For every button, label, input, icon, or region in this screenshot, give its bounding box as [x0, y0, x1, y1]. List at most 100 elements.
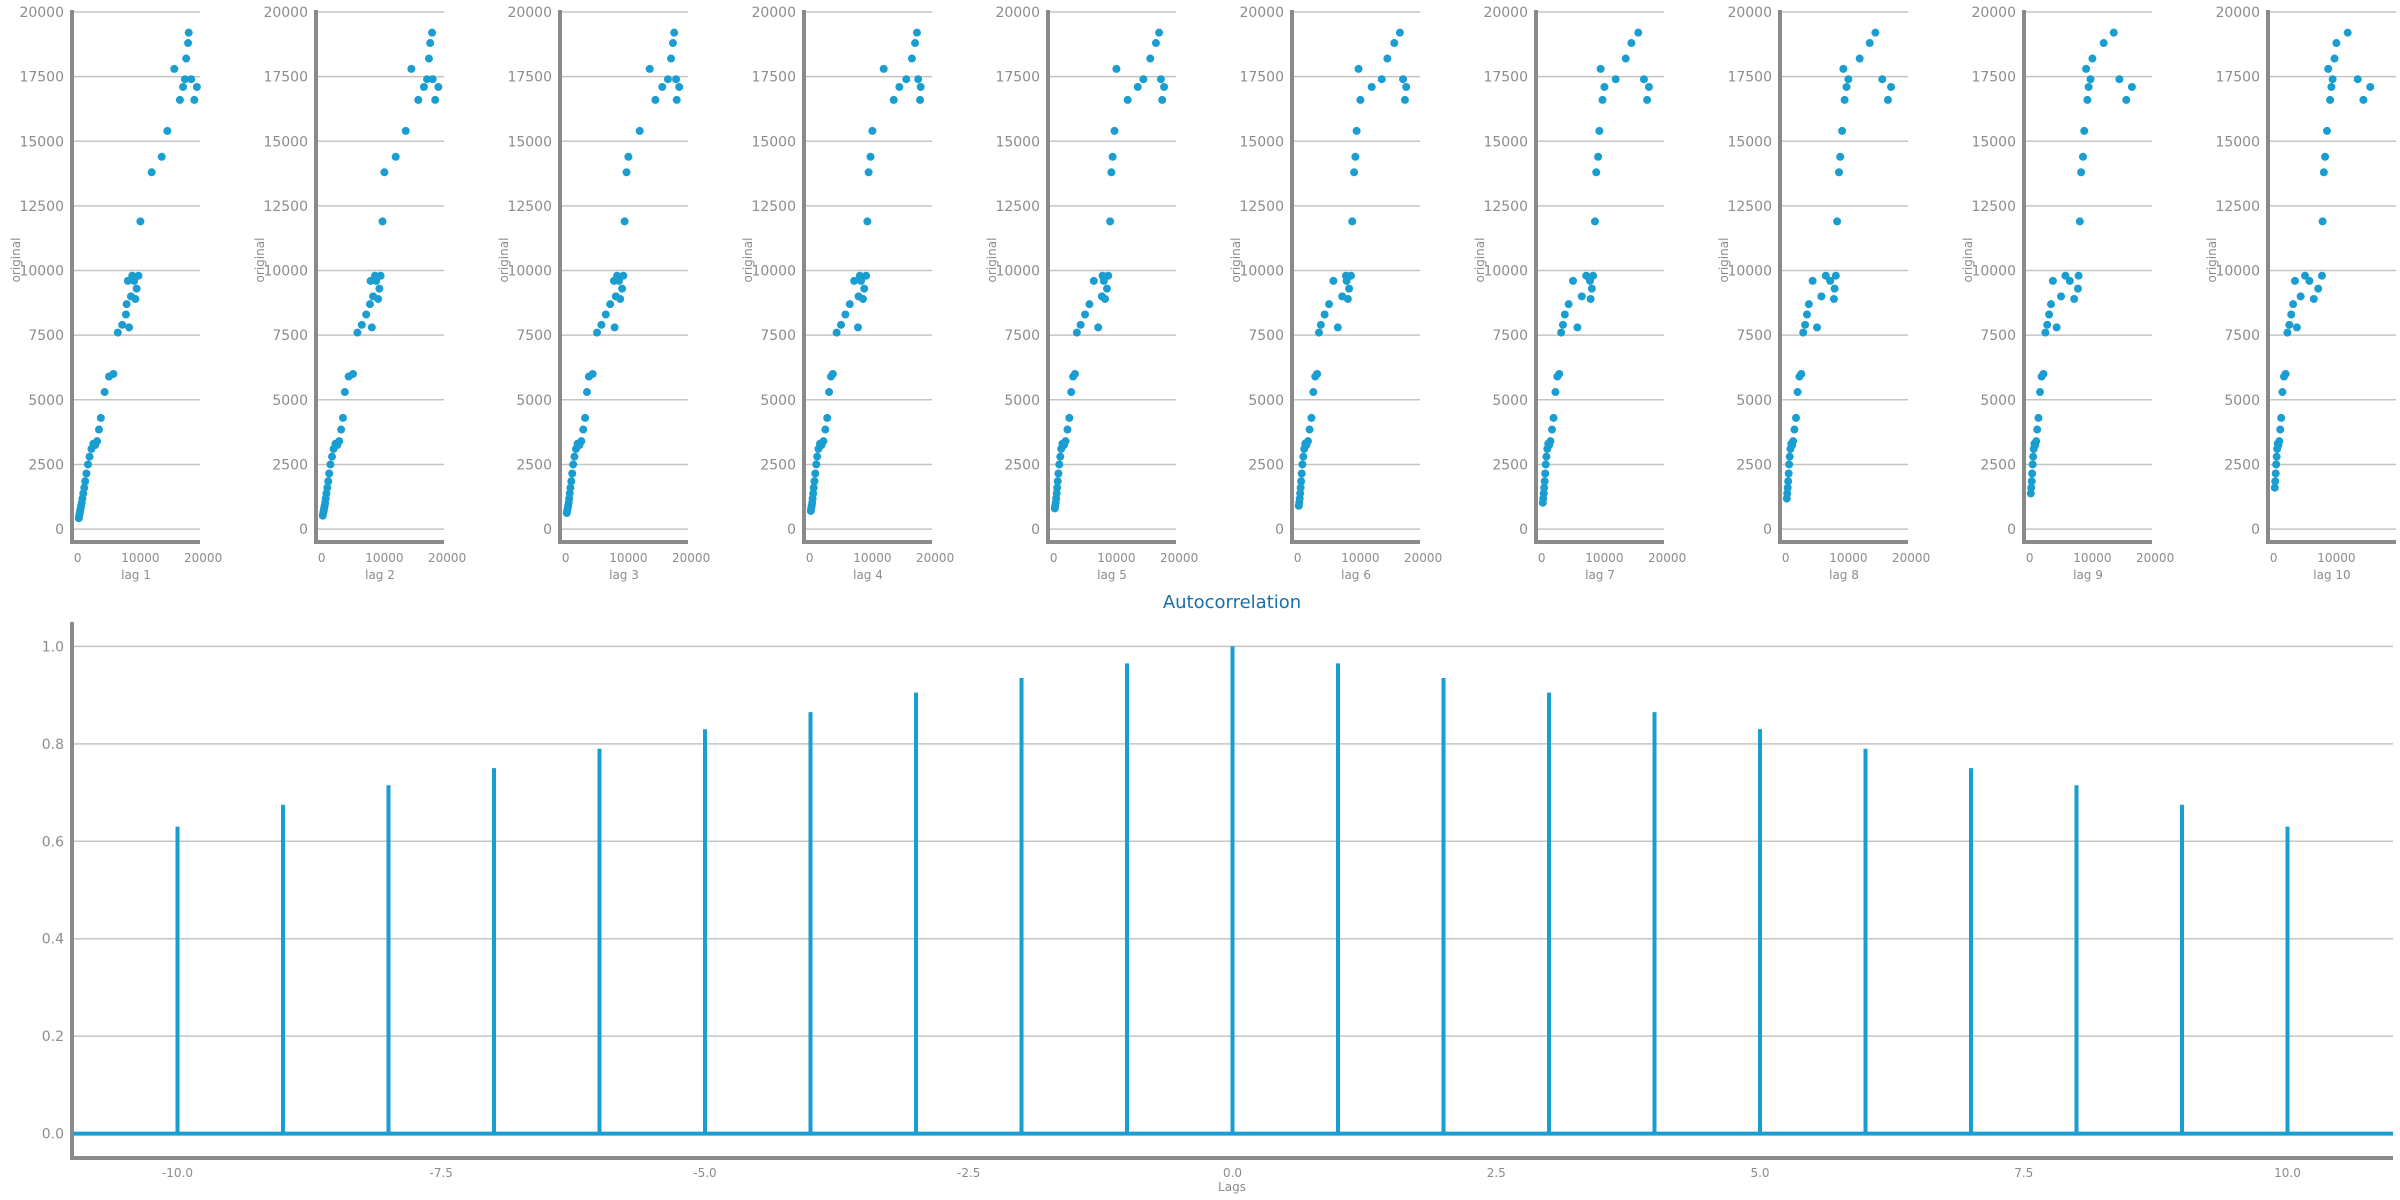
scatter-point	[2332, 39, 2341, 48]
scatter-point	[1350, 168, 1359, 177]
scatter-point	[1156, 75, 1165, 84]
acf-ytick-label: 0.8	[42, 737, 64, 753]
scatter-point	[1546, 437, 1555, 446]
scatter-point	[1070, 369, 1079, 378]
xtick-label: 20000	[2136, 551, 2174, 565]
ytick-label: 2500	[2224, 457, 2260, 473]
scatter-point	[1299, 452, 1308, 461]
scatter-point	[1802, 310, 1811, 319]
scatter-point	[866, 152, 875, 161]
scatter-point	[2099, 39, 2108, 48]
ytick-label: 2500	[1004, 457, 1040, 473]
scatter-point	[566, 483, 575, 492]
xtick-label: 0	[806, 551, 814, 565]
scatter-point	[2026, 489, 2035, 498]
ytick-label: 7500	[1248, 328, 1284, 344]
ytick-label: 20000	[2215, 5, 2260, 21]
scatter-point	[1540, 483, 1549, 492]
scatter-point	[1587, 284, 1596, 293]
scatter-point	[401, 126, 410, 135]
lag-panel-8: 0 2500 5000 7500 10000 12500 15000 17500 20000 0 1…	[1717, 5, 1930, 582]
scatter-point	[2278, 388, 2287, 397]
scatter-point	[1557, 328, 1566, 337]
scatter-point	[2271, 469, 2280, 478]
scatter-point	[1352, 126, 1361, 135]
scatter-point	[663, 75, 672, 84]
scatter-point	[658, 82, 667, 91]
y-axis-label: original	[1473, 238, 1487, 283]
y-axis-label: original	[9, 238, 23, 283]
scatter-point	[434, 82, 443, 91]
scatter-point	[1107, 168, 1116, 177]
scatter-point	[825, 388, 834, 397]
ytick-label: 15000	[1483, 134, 1528, 150]
xtick-label: 20000	[1160, 551, 1198, 565]
scatter-point	[1577, 292, 1586, 301]
scatter-point	[1354, 64, 1363, 73]
scatter-point	[2036, 388, 2044, 397]
scatter-point	[2115, 75, 2124, 84]
scatter-point	[1054, 469, 1063, 478]
xtick-label: 20000	[672, 551, 710, 565]
scatter-point	[1792, 413, 1800, 422]
ytick-label: 12500	[1239, 199, 1284, 215]
scatter-point	[2327, 82, 2336, 91]
scatter-point	[2272, 452, 2281, 461]
ytick-label: 5000	[28, 393, 64, 409]
scatter-point	[419, 82, 428, 91]
scatter-point	[668, 39, 677, 48]
scatter-point	[619, 271, 628, 280]
scatter-point	[902, 75, 911, 84]
scatter-point	[2317, 271, 2326, 280]
ytick-label: 7500	[760, 328, 796, 344]
ytick-label: 7500	[2224, 328, 2260, 344]
scatter-point	[622, 168, 631, 177]
ytick-label: 15000	[1727, 134, 1772, 150]
scatter-point	[1634, 28, 1643, 37]
scatter-point	[858, 294, 867, 303]
scatter-point	[821, 425, 830, 434]
y-axis-label: original	[741, 238, 755, 283]
ytick-label: 0	[1763, 522, 1772, 538]
acf-bars	[72, 646, 2393, 1136]
lag-panel-2: 0 2500 5000 7500 10000 12500 15000 17500 20000 0 1…	[253, 5, 466, 582]
ytick-label: 7500	[1492, 328, 1528, 344]
scatter-point	[2029, 452, 2038, 461]
scatter-point	[862, 271, 871, 280]
scatter-point	[1297, 477, 1306, 486]
scatter-point	[1367, 82, 1376, 91]
scatter-point	[1784, 477, 1793, 486]
scatter-point	[80, 483, 89, 492]
scatter-point	[2033, 425, 2042, 434]
scatter-point	[324, 477, 333, 486]
scatter-point	[616, 294, 625, 303]
scatter-point	[1316, 320, 1325, 329]
scatter-point	[325, 469, 334, 478]
scatter-point	[651, 95, 660, 104]
scatter-point	[1644, 82, 1653, 91]
ytick-label: 5000	[1248, 393, 1284, 409]
scatter-point	[1871, 28, 1880, 37]
scatter-point	[2324, 64, 2333, 73]
ytick-label: 10000	[1239, 264, 1284, 280]
scatter-point	[1838, 126, 1847, 135]
scatter-point	[811, 469, 820, 478]
scatter-point	[819, 437, 828, 446]
scatter-point	[601, 310, 610, 319]
scatter-point	[2326, 95, 2335, 104]
scatter-point	[2276, 425, 2285, 434]
scatter-point	[1329, 276, 1338, 285]
xtick-label: 10000	[2317, 551, 2355, 565]
scatter-point	[179, 82, 188, 91]
scatter-point	[180, 75, 189, 84]
scatter-point	[2328, 75, 2337, 84]
ytick-label: 7500	[1004, 328, 1040, 344]
scatter-point	[2084, 82, 2093, 91]
scatter-point	[597, 320, 606, 329]
xtick-label: 0	[2026, 551, 2034, 565]
lag-panel-3: 0 2500 5000 7500 10000 12500 15000 17500 20000 0 1…	[497, 5, 710, 582]
scatter-point	[570, 452, 579, 461]
acf-ytick-label: 0.6	[42, 834, 64, 850]
scatter-point	[1400, 95, 1409, 104]
xtick-label: 0	[2270, 551, 2278, 565]
